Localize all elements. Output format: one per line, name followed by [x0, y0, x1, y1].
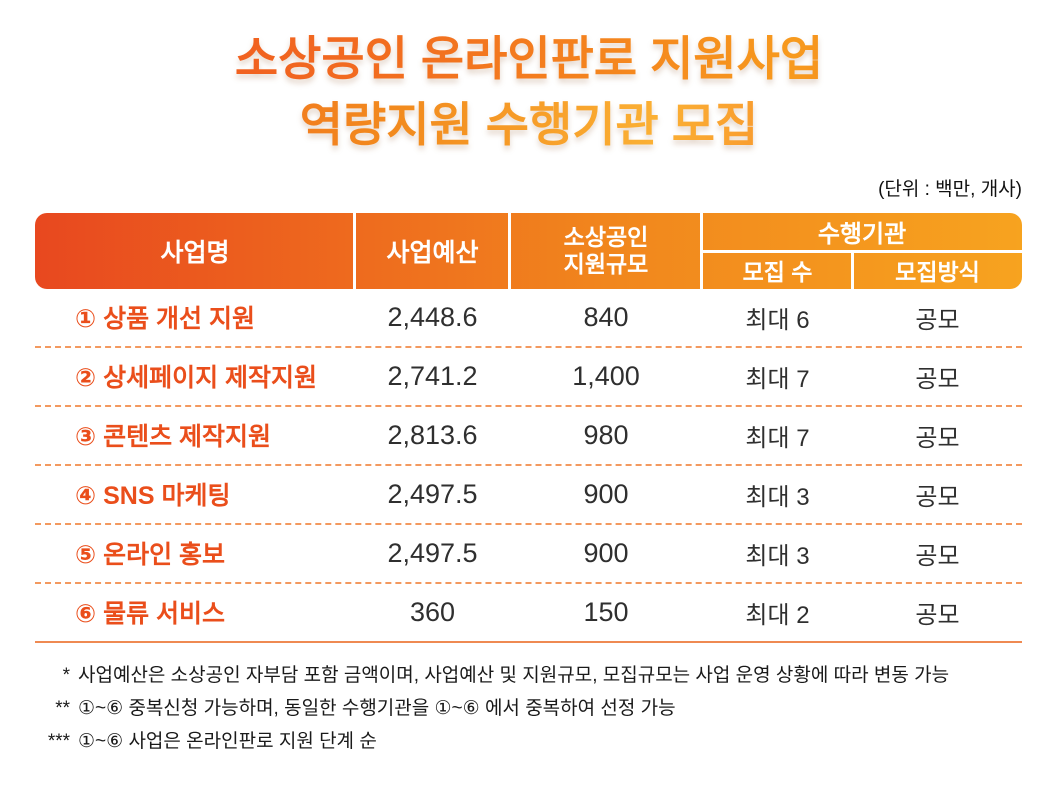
row-scale: 1,400 [572, 360, 640, 391]
page-title: 소상공인 온라인판로 지원사업 역량지원 수행기관 모집 [0, 0, 1058, 158]
row-scale: 840 [583, 301, 629, 332]
row-budget: 2,813.6 [387, 419, 478, 450]
row-name: ④ SNS 마케팅 [75, 482, 231, 511]
header-budget: 사업예산 [386, 238, 479, 267]
table-body: ① 상품 개선 지원 2,448.6 840 최대 6 공모 ② 상세페이지 제… [35, 289, 1022, 643]
header-divider [508, 212, 511, 289]
row-scale: 900 [583, 537, 629, 568]
header-agency-group: 수행기관 모집 수 모집방식 [702, 213, 1022, 289]
header-divider [851, 250, 854, 289]
row-name: ③ 콘텐츠 제작지원 [75, 423, 272, 452]
footnote-text: ①~⑥ 사업은 온라인판로 지원 단계 순 [78, 731, 377, 753]
table-row: ① 상품 개선 지원 2,448.6 840 최대 6 공모 [35, 289, 1022, 348]
table-header: 사업명 사업예산 소상공인 지원규모 수행기관 모집 수 모집방식 [35, 212, 1022, 289]
header-support-scale-line2: 지원규모 [563, 250, 649, 277]
row-budget: 2,497.5 [387, 537, 478, 568]
footnote: * 사업예산은 소상공인 자부담 포함 금액이며, 사업예산 및 지원규모, 모… [28, 659, 1038, 692]
header-agency-subrow: 모집 수 모집방식 [702, 251, 1022, 289]
row-method: 공모 [915, 424, 960, 452]
footnote-text: 사업예산은 소상공인 자부담 포함 금액이며, 사업예산 및 지원규모, 모집규… [78, 664, 950, 686]
program-table: 사업명 사업예산 소상공인 지원규모 수행기관 모집 수 모집방식 ① 상 [35, 212, 1022, 643]
footnote-marker: *** [47, 731, 70, 753]
header-support-scale: 소상공인 지원규모 [510, 213, 702, 289]
row-scale: 900 [583, 478, 629, 509]
row-scale: 980 [583, 419, 629, 450]
row-name: ② 상세페이지 제작지원 [75, 364, 318, 393]
footnote-text: ①~⑥ 중복신청 가능하며, 동일한 수행기관을 ①~⑥ 에서 중복하여 선정 … [78, 697, 676, 719]
row-count: 최대 6 [745, 306, 810, 334]
row-scale: 150 [583, 596, 629, 627]
row-name: ⑥ 물류 서비스 [75, 600, 226, 629]
row-budget: 360 [409, 596, 456, 627]
header-divider [700, 212, 703, 289]
row-count: 최대 3 [745, 542, 810, 570]
table-row: ④ SNS 마케팅 2,497.5 900 최대 3 공모 [35, 466, 1022, 525]
row-method: 공모 [915, 542, 960, 570]
footnote-marker: * [62, 664, 70, 686]
row-count: 최대 2 [745, 601, 810, 629]
header-divider [353, 212, 356, 289]
row-method: 공모 [915, 601, 960, 629]
header-recruit-method: 모집방식 [895, 258, 980, 285]
header-support-scale-line1: 소상공인 [563, 224, 649, 251]
row-count: 최대 7 [745, 424, 810, 452]
footnote: *** ①~⑥ 사업은 온라인판로 지원 단계 순 [28, 725, 1038, 758]
table-row: ⑥ 물류 서비스 360 150 최대 2 공모 [35, 584, 1022, 643]
footnotes: * 사업예산은 소상공인 자부담 포함 금액이며, 사업예산 및 지원규모, 모… [28, 659, 1038, 759]
table-row: ⑤ 온라인 홍보 2,497.5 900 최대 3 공모 [35, 525, 1022, 584]
row-budget: 2,497.5 [387, 478, 478, 509]
row-count: 최대 3 [745, 483, 810, 511]
row-count: 최대 7 [745, 365, 810, 393]
footnote: ** ①~⑥ 중복신청 가능하며, 동일한 수행기관을 ①~⑥ 에서 중복하여 … [28, 692, 1038, 725]
row-name: ① 상품 개선 지원 [75, 305, 256, 334]
row-budget: 2,448.6 [387, 301, 478, 332]
header-agency-label: 수행기관 [817, 221, 907, 249]
table-row: ③ 콘텐츠 제작지원 2,813.6 980 최대 7 공모 [35, 407, 1022, 466]
row-method: 공모 [915, 365, 960, 393]
table-row: ② 상세페이지 제작지원 2,741.2 1,400 최대 7 공모 [35, 348, 1022, 407]
row-method: 공모 [915, 306, 960, 334]
header-divider [703, 249, 1022, 253]
unit-note: (단위 : 백만, 개사) [878, 178, 1022, 200]
page-title-line-2: 역량지원 수행기관 모집 [0, 92, 1058, 158]
page-title-line-1: 소상공인 온라인판로 지원사업 [0, 26, 1058, 92]
row-name: ⑤ 온라인 홍보 [75, 541, 226, 570]
footnote-marker: ** [55, 697, 70, 719]
header-recruit-count: 모집 수 [742, 258, 813, 285]
header-business-name: 사업명 [160, 238, 230, 267]
row-budget: 2,741.2 [387, 360, 478, 391]
row-method: 공모 [915, 483, 960, 511]
